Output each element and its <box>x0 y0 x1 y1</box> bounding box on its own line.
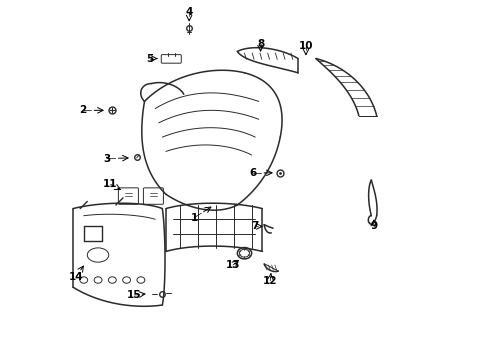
Text: 7: 7 <box>251 221 258 231</box>
Text: 2: 2 <box>79 105 86 115</box>
Text: 4: 4 <box>185 7 192 17</box>
Text: 9: 9 <box>369 221 377 231</box>
Text: 1: 1 <box>190 212 198 222</box>
Text: 3: 3 <box>103 154 110 163</box>
Text: 14: 14 <box>68 272 83 282</box>
Text: 15: 15 <box>127 290 142 300</box>
Text: 8: 8 <box>256 39 264 49</box>
Text: 13: 13 <box>225 260 240 270</box>
Text: 10: 10 <box>298 41 312 51</box>
Text: 12: 12 <box>263 276 277 286</box>
Text: 11: 11 <box>103 179 118 189</box>
Text: 5: 5 <box>146 54 153 64</box>
Text: 6: 6 <box>249 168 257 178</box>
